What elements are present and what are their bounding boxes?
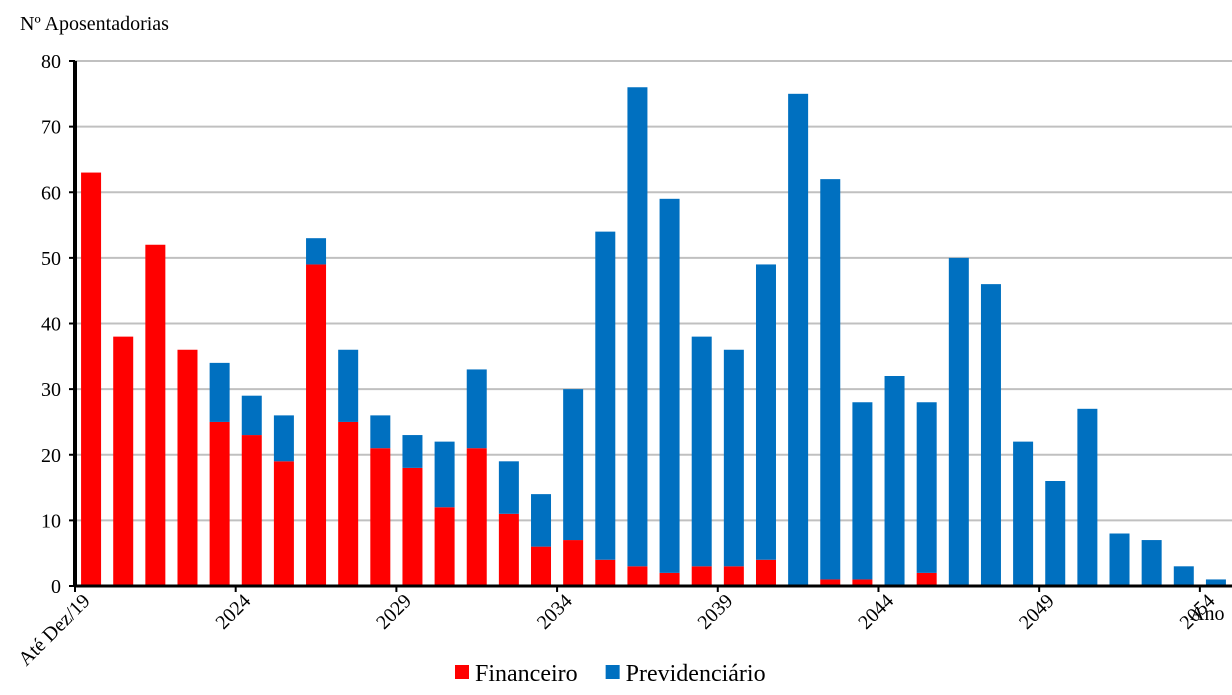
bar-segment xyxy=(241,435,262,586)
bar-segment xyxy=(755,264,776,560)
bar-segment xyxy=(627,566,648,586)
bar-segment xyxy=(466,448,487,586)
bar-segment xyxy=(434,441,455,508)
y-tick-label: 10 xyxy=(41,510,61,532)
bar-segment xyxy=(241,395,262,436)
x-tick-label: 2029 xyxy=(372,590,416,634)
bar-segment xyxy=(948,257,969,586)
bar-segment xyxy=(820,179,841,580)
bar-segment xyxy=(1013,441,1034,586)
bar-segment xyxy=(755,559,776,586)
y-tick-label: 0 xyxy=(51,576,61,598)
legend-swatch xyxy=(605,665,620,679)
x-tick-label: 2034 xyxy=(533,590,577,634)
x-axis-title: Ano xyxy=(1190,603,1224,625)
y-tick-label: 40 xyxy=(41,314,61,336)
legend-label: Previdenciário xyxy=(626,661,766,687)
bar-segment xyxy=(402,435,423,468)
bar-segment xyxy=(531,546,552,586)
bar-segment xyxy=(113,336,134,586)
bar-segment xyxy=(498,461,519,514)
bar-segment xyxy=(306,264,327,586)
bar-segment xyxy=(338,421,359,586)
bar-segment xyxy=(370,448,391,586)
bar-segment xyxy=(370,415,391,449)
bar-segment xyxy=(595,231,616,560)
bar-segment xyxy=(1045,481,1066,586)
x-tick-label: 2039 xyxy=(694,590,738,634)
bar-segment xyxy=(498,513,519,586)
bar-segment xyxy=(1173,566,1194,586)
bar-segment xyxy=(563,389,584,541)
y-tick-label: 30 xyxy=(41,379,61,401)
bar-segment xyxy=(884,376,905,586)
bar-segment xyxy=(691,336,712,567)
y-tick-label: 80 xyxy=(41,51,61,73)
bar-segment xyxy=(916,572,937,586)
y-tick-label: 20 xyxy=(41,445,61,467)
bar-segment xyxy=(980,284,1001,586)
bar-segment xyxy=(788,93,809,586)
bar-segment xyxy=(402,467,423,586)
bar-segment xyxy=(306,238,327,265)
bar-segment xyxy=(434,507,455,586)
x-tick-label: 2049 xyxy=(1015,590,1059,634)
y-axis-title: Nº Aposentadorias xyxy=(20,13,169,35)
bar-segment xyxy=(273,461,294,586)
bar-segment xyxy=(1109,533,1130,586)
bar-segment xyxy=(531,494,552,547)
y-tick-label: 60 xyxy=(41,182,61,204)
y-tick-label: 50 xyxy=(41,248,61,270)
bar-segment xyxy=(177,349,198,586)
y-tick-label: 70 xyxy=(41,117,61,139)
bar-segment xyxy=(595,559,616,586)
bar-segment xyxy=(820,579,841,586)
bar-segment xyxy=(273,415,294,462)
bar-segment xyxy=(659,198,680,573)
legend-label: Financeiro xyxy=(475,661,578,687)
bar-segment xyxy=(691,566,712,586)
bar-segment xyxy=(563,540,584,586)
bar-segment xyxy=(338,349,359,422)
bar-segment xyxy=(209,362,230,422)
bar-segment xyxy=(209,421,230,586)
bar-segment xyxy=(1077,408,1098,586)
x-tick-label: Até Dez/19 xyxy=(14,590,94,670)
bar-segment xyxy=(723,349,744,567)
bar-segment xyxy=(627,87,648,567)
bar-segment xyxy=(659,572,680,586)
bar-segment xyxy=(1141,540,1162,586)
bar-segment xyxy=(852,579,873,586)
bar-segment xyxy=(145,244,166,586)
bar-segment xyxy=(1205,579,1226,586)
bar-segment xyxy=(466,369,487,449)
bar-segment xyxy=(916,402,937,573)
bar-segment xyxy=(852,402,873,580)
bar-segment xyxy=(81,172,102,586)
x-tick-label: 2044 xyxy=(854,590,898,634)
bar-segment xyxy=(723,566,744,586)
legend-swatch xyxy=(455,665,469,679)
x-tick-label: 2024 xyxy=(211,590,255,634)
